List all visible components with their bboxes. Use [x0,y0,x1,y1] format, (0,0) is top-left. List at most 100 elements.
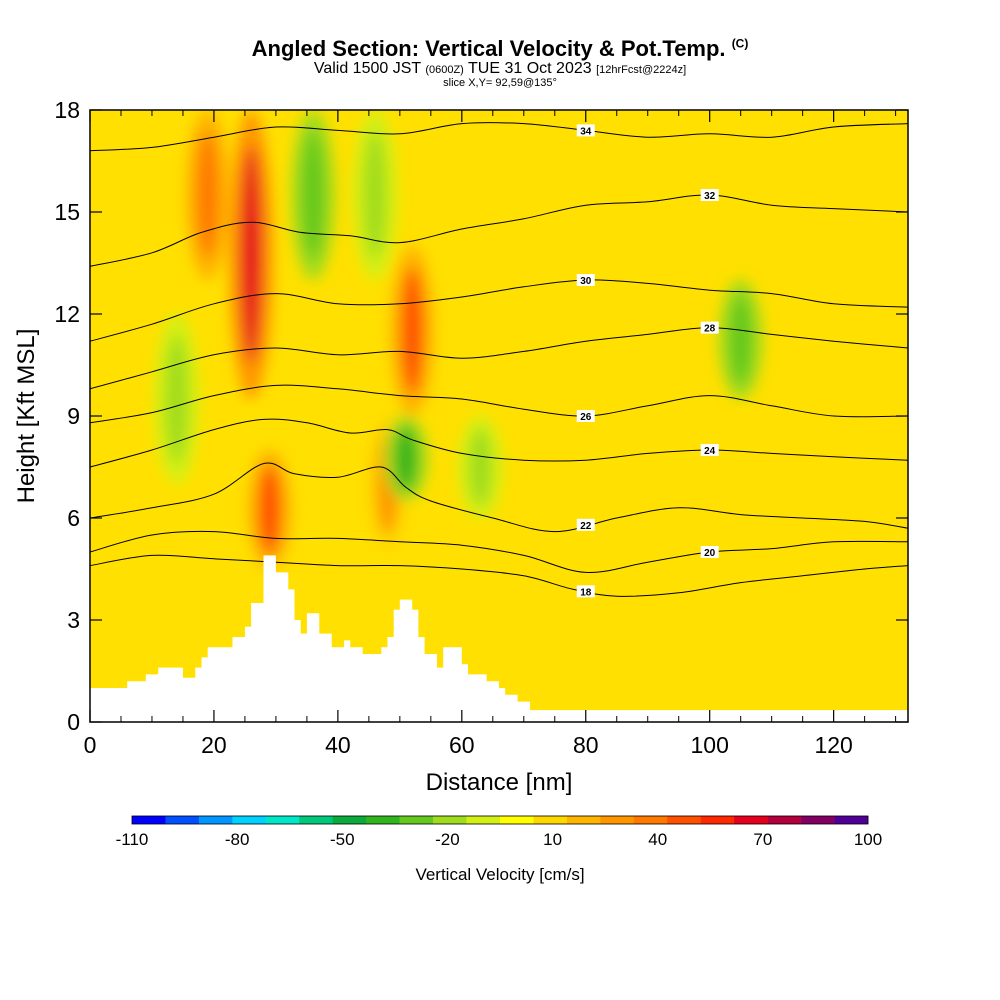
contour-24 [90,418,908,468]
contour-30 [90,279,908,342]
velocity-updraft-core-3 [401,267,424,395]
colorbar-swatch-30 [600,816,635,824]
colorbar-label-10: 10 [543,830,562,849]
colorbar-swatch-100 [834,816,869,824]
colorbar-swatch--20 [433,816,467,824]
velocity-updraft-core-1 [196,131,219,259]
colorbar-label--80: -80 [225,830,250,849]
velocity-downdraft-core-5 [302,131,325,259]
colorbar-label-70: 70 [753,830,772,849]
colorbar-label--50: -50 [330,830,355,849]
colorbar-frame [131,815,869,825]
y-tick-label-12: 12 [54,301,80,327]
colorbar-swatch--100 [165,816,200,824]
contour-18 [90,554,908,597]
chart-title: Angled Section: Vertical Velocity & Pot.… [0,36,1000,62]
colorbar-swatch-20 [566,816,601,824]
contour-label-bg-24 [700,444,719,456]
colorbar-title: Vertical Velocity [cm/s] [415,865,584,884]
colorbar-swatch--50 [332,816,367,824]
y-tick-label-6: 6 [67,505,80,531]
contour-label-bg-30 [576,274,595,286]
contour-label-bg-34 [576,124,595,137]
contour-20 [90,530,908,573]
terrain [90,555,908,722]
contour-label-34: 34 [580,126,592,137]
colorbar-swatch-80 [767,816,802,824]
contour-label-bg-20 [700,546,719,558]
colorbar-label--20: -20 [435,830,460,849]
y-tick-label-3: 3 [67,607,80,633]
contour-label-24: 24 [704,446,716,457]
colorbar-swatch--110 [132,816,166,824]
x-tick-label-0: 0 [84,732,97,758]
colorbar-swatch-40 [633,816,668,824]
chart-title-tag: (C) [731,36,749,51]
valid-time-utc: (0600Z) [425,64,464,76]
theta-contours [90,122,908,597]
velocity-field [154,110,763,569]
forecast-info: [12hrFcst@2224z] [596,64,687,76]
chart-subtitle: Valid 1500 JST (0600Z) TUE 31 Oct 2023 [… [0,61,1000,78]
colorbar-swatch--30 [399,816,434,824]
contour-label-30: 30 [580,276,592,287]
velocity-downdraft-core-10 [469,428,492,506]
axes: 0 20 40 60 80 100 120 0 3 6 9 12 15 18 [54,97,908,758]
colorbar-swatch-60 [700,816,735,824]
y-tick-label-0: 0 [67,709,80,735]
x-tick-label-60: 60 [449,732,475,758]
colorbar-swatch-90 [801,816,835,824]
plot-area: 18 20 22 24 26 28 30 32 34 [90,110,908,722]
contour-32 [90,194,908,267]
colorbar-swatch-70 [734,816,768,824]
velocity-downdraft-core-8 [165,335,188,463]
contour-label-26: 26 [580,412,592,423]
x-tick-label-80: 80 [573,732,599,758]
velocity-downdraft-core-6 [364,131,387,259]
x-axis-title: Distance [nm] [426,769,573,796]
colorbar-label--110: -110 [116,830,149,849]
valid-date: TUE 31 Oct 2023 [468,60,592,77]
velocity-updraft-core-2 [258,464,281,555]
contour-label-32: 32 [704,191,716,202]
x-tick-label-120: 120 [814,732,852,758]
contour-labels: 18 20 22 24 26 28 30 32 34 [576,124,719,598]
chart-title-main: Angled Section: Vertical Velocity & Pot.… [251,36,726,61]
x-tick-label-20: 20 [201,732,227,758]
colorbar-label-40: 40 [648,830,667,849]
contour-label-20: 20 [704,548,716,559]
x-tick-label-40: 40 [325,732,351,758]
contour-label-bg-22 [576,518,595,531]
velocity-downdraft-core-9 [729,294,752,385]
slice-info: slice X,Y= 92,59@135° [443,77,557,89]
contour-label-bg-18 [576,585,595,598]
y-tick-label-15: 15 [54,199,80,225]
colorbar-swatch-50 [667,816,702,824]
contour-label-bg-26 [576,410,595,422]
contour-26 [90,384,908,424]
y-tick-label-18: 18 [54,97,80,123]
colorbar-swatch--90 [198,816,233,824]
y-tick-label-9: 9 [67,403,80,429]
colorbar-swatch-10 [533,816,568,824]
colorbar: -110 -80 -50 -20 10 40 70 100 Vertical Velocity … [116,815,882,884]
y-axis-title: Height [Kft MSL] [13,329,40,504]
contour-34 [90,122,908,152]
valid-time: Valid 1500 JST [313,60,421,77]
colorbar-swatch--60 [299,816,334,824]
contour-label-bg-28 [700,321,719,334]
contour-label-18: 18 [580,587,592,598]
contour-28 [90,327,908,390]
colorbar-swatch--10 [466,816,501,824]
colorbar-swatch--70 [265,816,300,824]
contour-label-22: 22 [580,521,592,532]
x-tick-label-100: 100 [691,732,729,758]
velocity-downdraft-core-7 [395,426,418,491]
colorbar-label-100: 100 [854,830,882,849]
contour-label-28: 28 [704,324,716,335]
colorbar-swatch--80 [232,816,267,824]
contour-label-bg-32 [700,189,719,201]
colorbar-swatch--40 [366,816,400,824]
contour-22 [90,462,908,533]
